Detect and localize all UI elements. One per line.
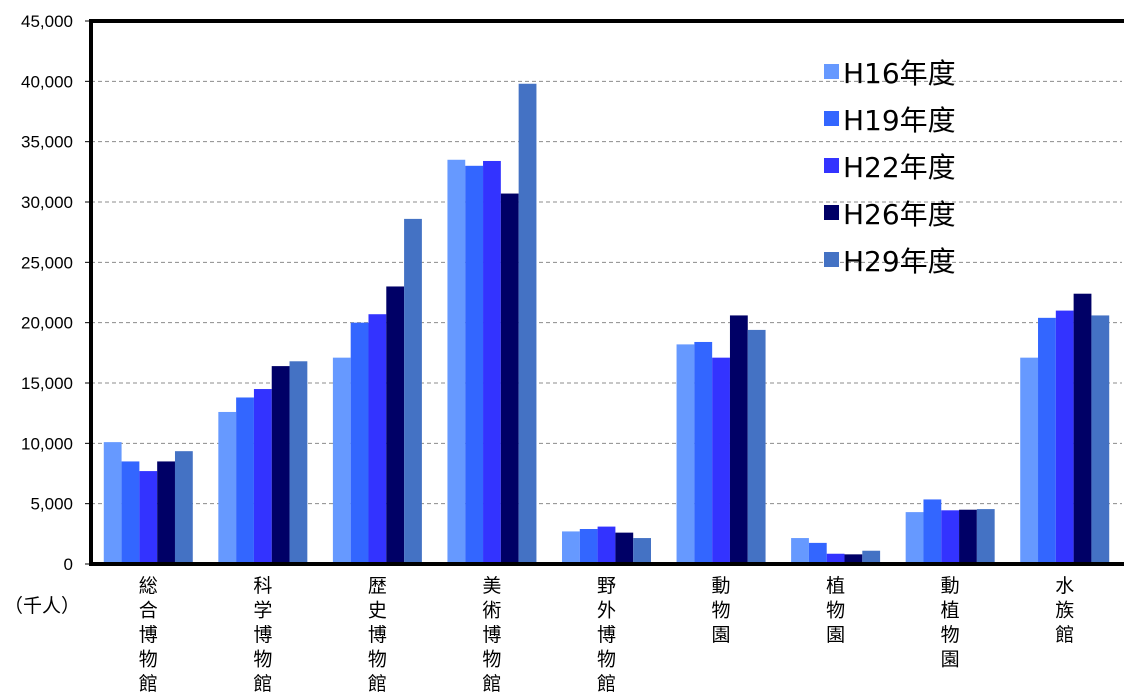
y-tick-label: 30,000 <box>21 193 73 212</box>
bar <box>174 451 193 564</box>
unit-label: （千人） <box>4 595 80 617</box>
bars-group <box>103 83 1110 565</box>
bar <box>712 357 730 564</box>
bar <box>597 526 616 564</box>
bar <box>844 554 863 564</box>
y-tick-label: 5,000 <box>30 495 73 514</box>
bar <box>694 341 713 564</box>
bar <box>862 550 881 564</box>
y-tick-label: 40,000 <box>21 72 73 91</box>
bar <box>386 286 405 564</box>
y-tick-label: 15,000 <box>21 374 73 393</box>
bar <box>676 344 695 564</box>
x-category-label: 歴史博物館 <box>368 575 387 694</box>
bar <box>1020 357 1039 564</box>
bar <box>633 538 651 564</box>
legend-swatch <box>824 158 839 173</box>
y-tick-label: 25,000 <box>21 253 73 272</box>
bar <box>218 411 237 564</box>
legend-label: H26年度 <box>843 198 956 231</box>
y-tick-label: 45,000 <box>21 12 73 31</box>
bar <box>350 322 369 564</box>
legend-swatch <box>824 64 839 79</box>
legend-label: H16年度 <box>843 57 956 90</box>
x-axis-categories: 総合博物館 科学博物館 歴史博物館 美術博物館 野外博物館 動物園 植物園 動植物園 水族館 <box>139 575 1074 694</box>
bar <box>157 461 175 564</box>
legend-label: H22年度 <box>843 151 956 184</box>
bar <box>236 397 254 564</box>
x-category-label: 科学博物館 <box>253 575 272 694</box>
legend-swatch <box>824 205 839 220</box>
bar <box>332 357 351 564</box>
legend: H16年度 H19年度 H22年度 H26年度 H29年度 <box>824 57 956 278</box>
bar <box>976 509 995 564</box>
x-category-label: 動植物園 <box>941 575 960 671</box>
legend-label: H19年度 <box>843 104 956 137</box>
bar <box>289 361 308 564</box>
bar <box>1055 310 1074 564</box>
legend-swatch <box>824 111 839 126</box>
y-tick-label: 35,000 <box>21 133 73 152</box>
bar <box>103 442 122 564</box>
bar <box>483 160 501 564</box>
bar <box>139 471 158 564</box>
bar <box>1073 293 1092 564</box>
bar <box>747 329 766 564</box>
x-category-label: 美術博物館 <box>482 575 501 694</box>
bar <box>941 510 960 564</box>
bar <box>905 512 924 564</box>
x-category-label: 野外博物館 <box>597 575 616 694</box>
bar <box>826 553 845 564</box>
bar <box>368 314 387 564</box>
y-axis-ticks: 0 5,000 10,000 15,000 20,000 25,000 30,000 35,0… <box>21 12 73 574</box>
bar <box>447 159 466 564</box>
bar <box>1091 315 1110 564</box>
x-category-label: 総合博物館 <box>139 575 158 694</box>
bar <box>500 193 519 564</box>
bar <box>959 509 977 564</box>
bar <box>579 529 598 564</box>
x-category-label: 動物園 <box>712 575 731 646</box>
bar <box>1038 317 1056 564</box>
legend-label: H29年度 <box>843 245 956 278</box>
bar <box>615 532 634 564</box>
legend-swatch <box>824 252 839 267</box>
bar <box>121 461 140 564</box>
bar <box>562 531 580 564</box>
bar <box>253 389 272 564</box>
x-category-label: 水族館 <box>1055 575 1074 646</box>
bar <box>404 218 422 565</box>
bar <box>729 315 748 564</box>
bar <box>518 83 537 564</box>
y-tick-label: 10,000 <box>21 434 73 453</box>
y-tick-label: 20,000 <box>21 314 73 333</box>
bar <box>808 542 827 564</box>
y-tick-label: 0 <box>64 555 73 574</box>
bar <box>791 538 809 564</box>
bar <box>465 165 484 565</box>
axes <box>85 19 1124 566</box>
x-category-label: 植物園 <box>826 575 845 646</box>
bar <box>923 499 942 564</box>
bar <box>271 366 290 564</box>
